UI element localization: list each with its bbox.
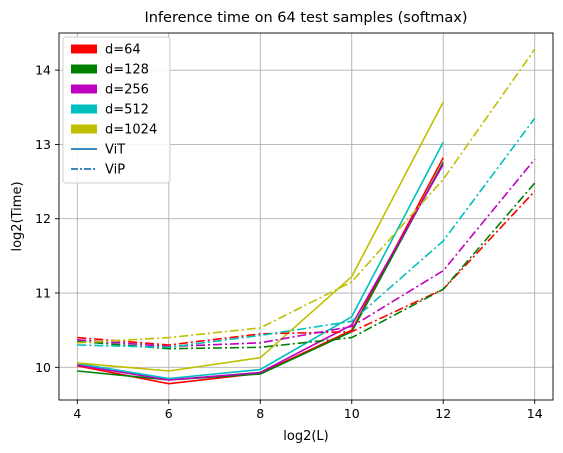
series-line-vit-d128 <box>77 161 444 381</box>
series-line-vip-d1024 <box>77 48 536 344</box>
legend-label: d=1024 <box>105 123 157 138</box>
x-tick-label: 4 <box>73 406 81 421</box>
x-tick-label: 6 <box>165 406 173 421</box>
legend-swatch <box>71 104 97 114</box>
legend: d=64 d=128 d=256 d=512 d=1024 ViT ViP <box>62 36 171 184</box>
y-tick-label: 11 <box>35 286 51 301</box>
legend-label: d=512 <box>105 103 149 118</box>
chart-title: Inference time on 64 test samples (softm… <box>144 10 467 26</box>
series-line-vip-d64 <box>77 190 536 346</box>
y-tick-label: 13 <box>35 137 51 152</box>
grid-layer <box>59 33 553 400</box>
x-tick-label: 8 <box>256 406 264 421</box>
legend-swatch <box>71 64 97 74</box>
tick-layer: 4 6 8 10 12 14 10 11 12 13 14 <box>35 63 543 421</box>
series-line-vit-d512 <box>77 141 444 380</box>
legend-label: d=64 <box>105 43 141 58</box>
y-tick-label: 10 <box>35 360 51 375</box>
series-line-vip-d512 <box>77 117 536 349</box>
series-line-vip-d256 <box>77 158 536 348</box>
legend-label: ViP <box>105 163 125 178</box>
plot-frame <box>58 32 554 401</box>
series-line-vit-d1024 <box>77 101 444 372</box>
legend-swatch <box>71 44 97 54</box>
legend-label: d=128 <box>105 63 149 78</box>
x-tick-label: 12 <box>435 406 451 421</box>
series-line-vit-d256 <box>77 164 444 381</box>
x-axis-label: log2(L) <box>283 429 328 444</box>
legend-swatch <box>71 124 97 134</box>
x-tick-label: 14 <box>527 406 543 421</box>
y-tick-label: 12 <box>35 211 51 226</box>
legend-label: d=256 <box>105 83 149 98</box>
y-axis-label: log2(Time) <box>10 181 25 251</box>
series-layer <box>77 48 536 385</box>
legend-swatch <box>71 84 97 94</box>
legend-label: ViT <box>105 143 125 158</box>
y-tick-label: 14 <box>35 63 51 78</box>
x-tick-label: 10 <box>344 406 360 421</box>
